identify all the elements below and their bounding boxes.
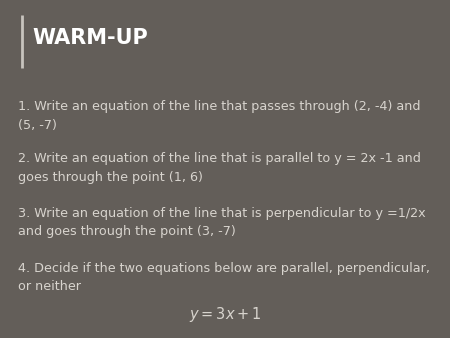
Text: $y = 3x + 1$: $y = 3x + 1$	[189, 305, 261, 324]
Text: 2. Write an equation of the line that is parallel to y = 2x -1 and
goes through : 2. Write an equation of the line that is…	[18, 152, 421, 184]
Text: WARM-UP: WARM-UP	[32, 28, 148, 48]
Text: 4. Decide if the two equations below are parallel, perpendicular,
or neither: 4. Decide if the two equations below are…	[18, 262, 430, 293]
Text: 3. Write an equation of the line that is perpendicular to y =1/2x
and goes throu: 3. Write an equation of the line that is…	[18, 207, 426, 239]
Text: 1. Write an equation of the line that passes through (2, -4) and
(5, -7): 1. Write an equation of the line that pa…	[18, 100, 420, 131]
